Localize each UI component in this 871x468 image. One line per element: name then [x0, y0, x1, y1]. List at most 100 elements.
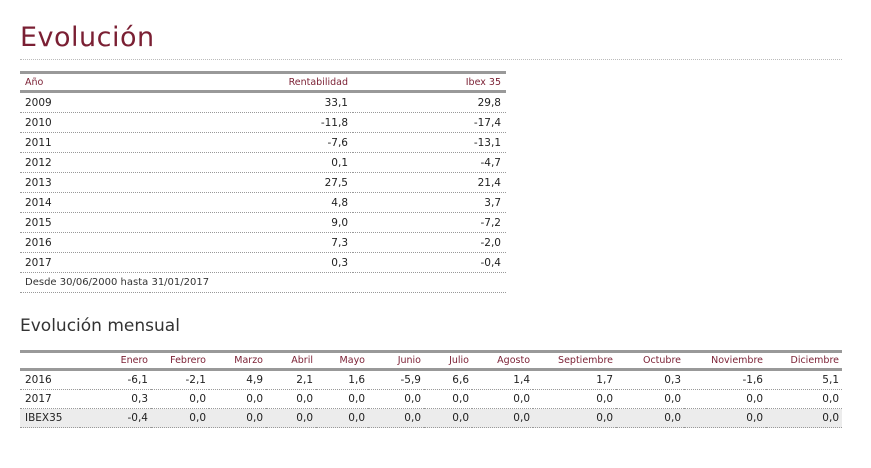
- value-cell: 0,0: [266, 389, 316, 409]
- period-note: Desde 30/06/2000 hasta 31/01/2017: [20, 272, 506, 293]
- ibex-cell: -17,4: [353, 112, 506, 133]
- table-row: 2009 33,1 29,8: [20, 91, 506, 113]
- table-row: 2014 4,8 3,7: [20, 192, 506, 213]
- annual-table: Año Rentabilidad Ibex 35 2009 33,1 29,8 …: [20, 71, 506, 293]
- value-cell: 0,0: [684, 389, 766, 409]
- ibex-cell: 21,4: [353, 172, 506, 193]
- year-cell: 2016: [20, 232, 150, 253]
- table-row: 2013 27,5 21,4: [20, 172, 506, 193]
- value-cell: 5,1: [766, 369, 842, 390]
- year-cell: 2014: [20, 192, 150, 213]
- rent-cell: 0,1: [150, 152, 353, 173]
- value-cell: 0,0: [533, 408, 616, 428]
- table-row: 2015 9,0 -7,2: [20, 212, 506, 233]
- header-month: Junio: [397, 355, 421, 366]
- table-row: 2017 0,3 -0,4: [20, 252, 506, 273]
- monthly-header-row: Enero Febrero Marzo Abril Mayo Junio Jul…: [20, 351, 842, 370]
- title-divider: [20, 59, 842, 60]
- value-cell: -1,6: [684, 369, 766, 390]
- header-ibex: Ibex 35: [465, 76, 501, 88]
- value-cell: 0,3: [616, 369, 684, 390]
- value-cell: 0,3: [80, 389, 151, 409]
- header-year: Año: [25, 76, 44, 88]
- value-cell: 0,0: [209, 389, 266, 409]
- value-cell: 0,0: [368, 389, 424, 409]
- rent-cell: 4,8: [150, 192, 353, 213]
- year-cell: 2009: [20, 91, 150, 113]
- value-cell: -5,9: [368, 369, 424, 390]
- rent-cell: 33,1: [150, 91, 353, 113]
- value-cell: 0,0: [266, 408, 316, 428]
- header-month: Febrero: [170, 355, 206, 366]
- table-row: 2010 -11,8 -17,4: [20, 112, 506, 133]
- header-month: Mayo: [339, 355, 365, 366]
- value-cell: -6,1: [80, 369, 151, 390]
- header-month: Julio: [449, 355, 469, 366]
- year-cell: 2012: [20, 152, 150, 173]
- value-cell: 0,0: [616, 408, 684, 428]
- header-month: Enero: [120, 355, 148, 366]
- value-cell: 0,0: [368, 408, 424, 428]
- ibex-cell: -4,7: [353, 152, 506, 173]
- table-row: 2011 -7,6 -13,1: [20, 132, 506, 153]
- value-cell: 0,0: [684, 408, 766, 428]
- row-label: 2017: [20, 389, 80, 409]
- period-note-row: Desde 30/06/2000 hasta 31/01/2017: [20, 272, 506, 293]
- ibex-cell: -13,1: [353, 132, 506, 153]
- ibex-cell: -0,4: [353, 252, 506, 273]
- value-cell: 0,0: [766, 408, 842, 428]
- monthly-title: Evolución mensual: [20, 316, 180, 336]
- value-cell: -0,4: [80, 408, 151, 428]
- table-row: IBEX35 -0,4 0,0 0,0 0,0 0,0 0,0 0,0 0,0 …: [20, 408, 842, 428]
- header-rentabilidad: Rentabilidad: [288, 76, 348, 88]
- header-month: Septiembre: [558, 355, 613, 366]
- value-cell: 1,7: [533, 369, 616, 390]
- value-cell: 0,0: [533, 389, 616, 409]
- value-cell: 0,0: [424, 408, 472, 428]
- table-row: 2012 0,1 -4,7: [20, 152, 506, 173]
- year-cell: 2015: [20, 212, 150, 233]
- value-cell: -2,1: [151, 369, 209, 390]
- value-cell: 0,0: [316, 408, 368, 428]
- rent-cell: -11,8: [150, 112, 353, 133]
- ibex-cell: 3,7: [353, 192, 506, 213]
- rent-cell: 27,5: [150, 172, 353, 193]
- annual-header-row: Año Rentabilidad Ibex 35: [20, 72, 506, 92]
- rent-cell: 0,3: [150, 252, 353, 273]
- value-cell: 1,4: [472, 369, 533, 390]
- rent-cell: 7,3: [150, 232, 353, 253]
- year-cell: 2013: [20, 172, 150, 193]
- year-cell: 2010: [20, 112, 150, 133]
- value-cell: 0,0: [424, 389, 472, 409]
- header-month: Diciembre: [790, 355, 840, 366]
- value-cell: 1,6: [316, 369, 368, 390]
- rent-cell: 9,0: [150, 212, 353, 233]
- row-label: IBEX35: [20, 408, 80, 428]
- table-row: 2017 0,3 0,0 0,0 0,0 0,0 0,0 0,0 0,0 0,0…: [20, 389, 842, 409]
- ibex-cell: -2,0: [353, 232, 506, 253]
- header-month: Agosto: [497, 355, 530, 366]
- value-cell: 0,0: [316, 389, 368, 409]
- header-label: [20, 352, 80, 370]
- value-cell: 4,9: [209, 369, 266, 390]
- value-cell: 0,0: [472, 389, 533, 409]
- year-cell: 2017: [20, 252, 150, 273]
- value-cell: 0,0: [151, 408, 209, 428]
- value-cell: 6,6: [424, 369, 472, 390]
- header-month: Octubre: [642, 355, 681, 366]
- year-cell: 2011: [20, 132, 150, 153]
- rent-cell: -7,6: [150, 132, 353, 153]
- value-cell: 0,0: [151, 389, 209, 409]
- value-cell: 0,0: [209, 408, 266, 428]
- page-title: Evolución: [20, 22, 155, 53]
- header-month: Abril: [291, 355, 313, 366]
- table-row: 2016 -6,1 -2,1 4,9 2,1 1,6 -5,9 6,6 1,4 …: [20, 369, 842, 390]
- monthly-table: Enero Febrero Marzo Abril Mayo Junio Jul…: [20, 350, 842, 428]
- ibex-cell: -7,2: [353, 212, 506, 233]
- table-row: 2016 7,3 -2,0: [20, 232, 506, 253]
- ibex-cell: 29,8: [353, 91, 506, 113]
- value-cell: 0,0: [616, 389, 684, 409]
- header-month: Noviembre: [711, 355, 763, 366]
- value-cell: 0,0: [766, 389, 842, 409]
- header-month: Marzo: [234, 355, 263, 366]
